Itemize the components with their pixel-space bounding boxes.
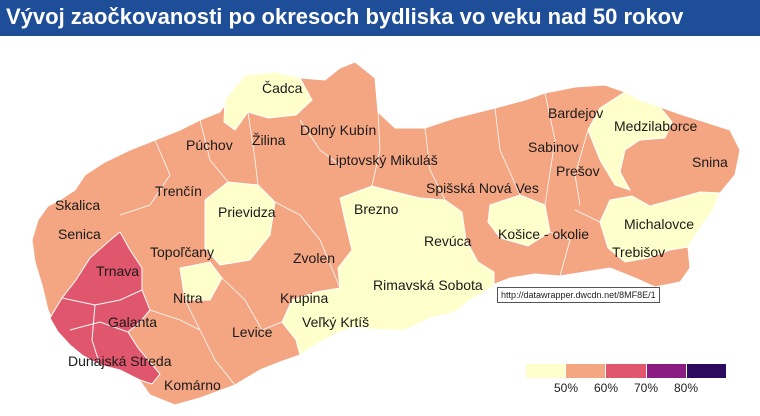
label-topolcany: Topoľčany: [150, 244, 214, 260]
district-border-1: [61, 289, 143, 306]
label-puchov: Púchov: [186, 137, 233, 153]
label-prievidza: Prievidza: [218, 204, 276, 220]
legend-tick-70: 70%: [633, 381, 659, 395]
label-bardejov: Bardejov: [548, 105, 603, 121]
label-rimavska-sobota: Rimavská Sobota: [373, 277, 483, 293]
label-nitra: Nitra: [173, 290, 203, 306]
legend-swatch-4: [646, 364, 687, 378]
label-revuca: Revúca: [424, 233, 472, 249]
header-bar: Vývoj zaočkovanosti po okresoch bydliska…: [0, 0, 760, 36]
label-brezno: Brezno: [354, 201, 399, 217]
label-medzilaborce: Medzilaborce: [614, 118, 697, 134]
label-levice: Levice: [232, 324, 273, 340]
label-galanta: Galanta: [108, 314, 157, 330]
label-kosice-okolie: Košice - okolie: [498, 226, 589, 242]
legend-swatch-5: [686, 364, 727, 378]
label-spisska-nova-ves: Spišská Nová Ves: [426, 180, 539, 196]
legend-color-bar: [526, 364, 727, 378]
label-komarno: Komárno: [164, 377, 221, 393]
district-border-2: [69, 321, 129, 333]
slovakia-district-map: Čadca Púchov Žilina Dolný Kubín Bardejov…: [31, 61, 741, 406]
legend-tick-60: 60%: [593, 381, 619, 395]
label-zilina: Žilina: [252, 132, 286, 148]
region-prievidza: [204, 181, 276, 266]
label-snina: Snina: [692, 154, 728, 170]
label-skalica: Skalica: [55, 197, 100, 213]
region-michalovce-trebisov: [599, 191, 721, 263]
label-velky-krtis: Veľký Krtíš: [302, 314, 369, 330]
label-trebisov: Trebišov: [612, 244, 665, 260]
label-dolny-kubin: Dolný Kubín: [300, 122, 376, 138]
label-senica: Senica: [58, 226, 101, 242]
url-tooltip: http://datawrapper.dwcdn.net/8MF8E/1: [497, 287, 660, 303]
district-borders: [119, 92, 601, 386]
region-southwest-high: [49, 231, 161, 385]
label-liptovsky-mikulas: Liptovský Mikuláš: [328, 152, 438, 168]
region-northeast: [587, 91, 673, 191]
region-topolcany: [179, 261, 223, 301]
map-title: Vývoj zaočkovanosti po okresoch bydliska…: [6, 4, 684, 29]
color-legend: 50% 60% 70% 80%: [526, 364, 727, 395]
legend-tick-50: 50%: [553, 381, 579, 395]
label-sabinov: Sabinov: [528, 139, 579, 155]
label-zvolen: Zvolen: [293, 250, 335, 266]
label-cadca: Čadca: [262, 80, 303, 96]
region-central-south: [281, 185, 495, 356]
district-border-3: [91, 304, 101, 366]
legend-swatch-3: [606, 364, 647, 378]
label-presov: Prešov: [556, 163, 600, 179]
legend-swatch-1: [526, 364, 567, 378]
label-trencin: Trenčín: [155, 183, 202, 199]
label-dunajska-streda: Dunajská Streda: [68, 353, 172, 369]
legend-swatch-2: [566, 364, 607, 378]
region-kysuce: [223, 71, 313, 131]
label-michalovce: Michalovce: [624, 216, 694, 232]
legend-tick-80: 80%: [673, 381, 699, 395]
region-spis: [487, 194, 551, 247]
label-krupina: Krupina: [280, 290, 328, 306]
label-trnava: Trnava: [96, 263, 139, 279]
